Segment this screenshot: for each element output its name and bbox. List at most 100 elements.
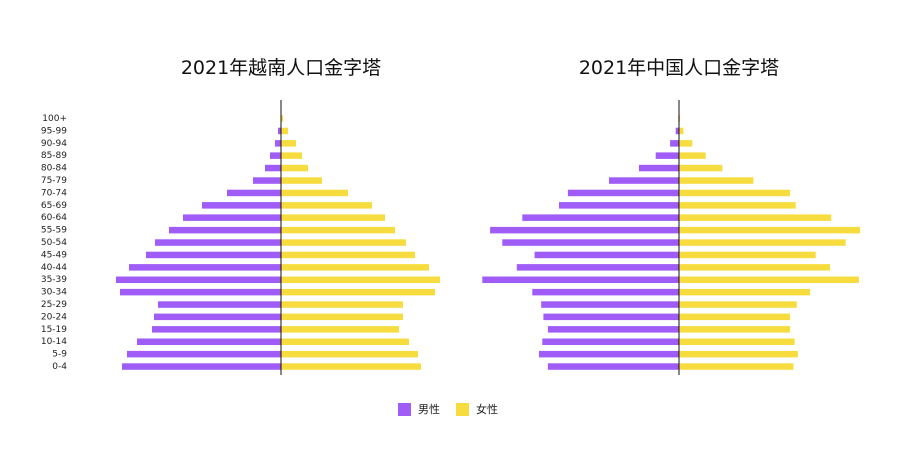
age-tick-label: 100+ <box>42 114 67 124</box>
china-male-bar-35-39 <box>482 276 679 283</box>
vietnam-male-bar-45-49 <box>146 251 281 259</box>
china-male-bar-5-9 <box>539 350 679 358</box>
china-male-bar-20-24 <box>543 313 679 321</box>
vietnam-male-bar-35-39 <box>116 276 281 283</box>
vietnam-male-bar-0-4 <box>122 363 281 370</box>
vietnam-male-bar-25-29 <box>158 301 281 308</box>
china-female-bar-50-54 <box>679 239 846 246</box>
vietnam-male-bar-90-94 <box>275 140 281 147</box>
china-pyramid: 2021年中国人口金字塔 <box>482 57 861 375</box>
china-male-bar-25-29 <box>541 301 679 308</box>
vietnam-female-bar-45-49 <box>281 251 415 259</box>
vietnam-pyramid: 2021年越南人口金字塔 100+ 95-99 90-94 85-89 80-84 75-… <box>41 57 440 375</box>
china-male-bar-80-84 <box>639 164 679 172</box>
legend: 男性 女性 <box>398 402 498 416</box>
vietnam-female-bar-70-74 <box>281 189 348 197</box>
vietnam-female-bar-40-44 <box>281 264 429 271</box>
vietnam-female-bar-60-64 <box>281 214 385 221</box>
vietnam-male-bar-80-84 <box>265 164 281 172</box>
age-tick-label: 30-34 <box>41 288 67 298</box>
vietnam-female-bar-0-4 <box>281 363 421 370</box>
vietnam-male-bar-65-69 <box>202 202 281 209</box>
age-tick-label: 95-99 <box>41 126 67 136</box>
age-tick-label: 10-14 <box>41 337 67 347</box>
china-female-bar-35-39 <box>679 276 859 283</box>
vietnam-female-bar-90-94 <box>281 140 296 147</box>
age-tick-label: 15-19 <box>41 325 67 335</box>
vietnam-female-bar-55-59 <box>281 226 395 234</box>
vietnam-male-bar-5-9 <box>127 350 281 358</box>
vietnam-female-bar-75-79 <box>281 177 322 184</box>
vietnam-male-bar-20-24 <box>154 313 281 321</box>
vietnam-female-bar-30-34 <box>281 288 435 296</box>
china-female-bar-65-69 <box>679 202 796 209</box>
vietnam-male-bar-85-89 <box>270 152 281 159</box>
china-female-bar-60-64 <box>679 214 832 221</box>
china-male-bar-95-99 <box>675 127 679 135</box>
china-male-bar-65-69 <box>559 202 679 209</box>
vietnam-male-bar-95-99 <box>278 127 281 135</box>
china-male-bar-85-89 <box>655 152 679 159</box>
vietnam-female-bar-10-14 <box>281 338 409 345</box>
china-male-bar-40-44 <box>516 264 679 271</box>
vietnam-female-bar-100+ <box>281 115 283 122</box>
china-female-bar-75-79 <box>679 177 754 184</box>
vietnam-female-bar-80-84 <box>281 164 308 172</box>
vietnam-female-bar-65-69 <box>281 202 372 209</box>
age-tick-label: 5-9 <box>52 350 67 360</box>
age-tick-label: 35-39 <box>41 275 67 285</box>
vietnam-male-bar-60-64 <box>183 214 281 221</box>
vietnam-female-bar-20-24 <box>281 313 403 321</box>
vietnam-male-bar-75-79 <box>253 177 281 184</box>
vietnam-male-bar-50-54 <box>155 239 281 246</box>
vietnam-female-bar-15-19 <box>281 326 399 333</box>
china-male-bar-10-14 <box>542 338 679 345</box>
vietnam-age-tick-labels: 100+ 95-99 90-94 85-89 80-84 75-79 70-74 65-69 6… <box>41 114 67 372</box>
china-female-bar-95-99 <box>679 127 684 135</box>
vietnam-female-bar-95-99 <box>281 127 288 135</box>
vietnam-female-bar-50-54 <box>281 239 406 246</box>
vietnam-male-bar-40-44 <box>129 264 281 271</box>
age-tick-label: 50-54 <box>41 238 67 248</box>
china-male-bar-0-4 <box>547 363 679 370</box>
china-male-bar-45-49 <box>534 251 679 259</box>
vietnam-male-bar-10-14 <box>137 338 281 345</box>
china-female-bar-0-4 <box>679 363 794 370</box>
vietnam-male-bar-55-59 <box>169 226 281 234</box>
age-tick-label: 55-59 <box>41 226 67 236</box>
age-tick-label: 80-84 <box>41 164 67 174</box>
china-female-bar-100+ <box>679 115 681 122</box>
china-female-bar-30-34 <box>679 288 811 296</box>
age-tick-label: 75-79 <box>41 176 67 186</box>
china-male-bar-75-79 <box>609 177 679 184</box>
vietnam-bars <box>116 115 440 370</box>
vietnam-male-bar-30-34 <box>120 288 281 296</box>
vietnam-pyramid-title: 2021年越南人口金字塔 <box>181 57 381 79</box>
china-female-bar-15-19 <box>679 326 791 333</box>
china-female-bar-10-14 <box>679 338 795 345</box>
china-pyramid-title: 2021年中国人口金字塔 <box>579 57 779 79</box>
china-male-bar-15-19 <box>547 326 679 333</box>
china-female-bar-85-89 <box>679 152 706 159</box>
age-tick-label: 70-74 <box>41 188 67 198</box>
china-female-bar-80-84 <box>679 164 723 172</box>
vietnam-female-bar-85-89 <box>281 152 302 159</box>
age-tick-label: 85-89 <box>41 151 67 161</box>
legend-male-label: 男性 <box>418 402 440 416</box>
china-female-bar-45-49 <box>679 251 816 259</box>
age-tick-label: 90-94 <box>41 139 67 149</box>
age-tick-label: 40-44 <box>41 263 67 273</box>
china-female-bar-70-74 <box>679 189 791 197</box>
china-male-bar-30-34 <box>532 288 679 296</box>
china-male-bar-70-74 <box>567 189 679 197</box>
china-female-bar-40-44 <box>679 264 831 271</box>
vietnam-female-bar-35-39 <box>281 276 440 283</box>
age-tick-label: 25-29 <box>41 300 67 310</box>
vietnam-male-bar-15-19 <box>152 326 281 333</box>
legend-male-swatch <box>398 403 411 416</box>
age-tick-label: 60-64 <box>41 213 67 223</box>
china-female-bar-20-24 <box>679 313 791 321</box>
vietnam-female-bar-5-9 <box>281 350 418 358</box>
legend-female-swatch <box>456 403 469 416</box>
